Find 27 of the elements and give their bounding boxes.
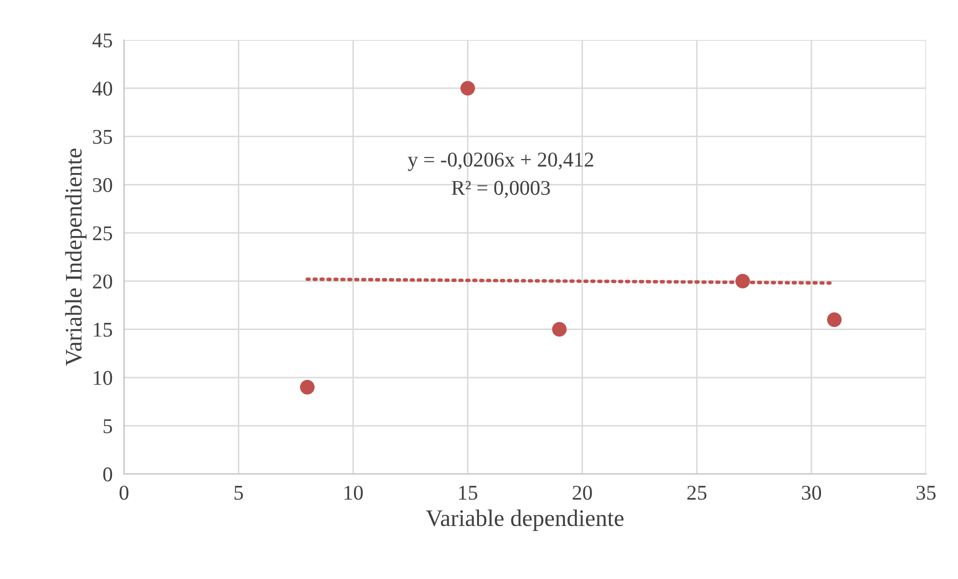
y-tick-label: 35 [93, 130, 112, 144]
x-tick-label: 20 [572, 486, 592, 500]
y-tick-label: 45 [92, 34, 112, 48]
point [300, 380, 315, 394]
x-tick-label: 0 [120, 486, 128, 500]
x-tick-label: 35 [916, 486, 936, 500]
y-tick-label: 30 [93, 178, 112, 192]
x-tick-label: 25 [687, 486, 706, 500]
x-tick-label: 5 [234, 486, 243, 500]
y-tick-label: 15 [94, 322, 112, 337]
y-tick-label: 25 [92, 226, 112, 240]
x-axis-title: Variable dependiente [426, 510, 624, 531]
x-tick-label: 15 [459, 486, 478, 500]
y-tick-label: 5 [104, 419, 112, 434]
point [827, 312, 842, 327]
y-tick-label: 20 [92, 274, 112, 289]
y-tick-label: 0 [103, 467, 112, 482]
x-tick-label: 30 [802, 486, 822, 500]
point [552, 322, 567, 337]
x-tick-label: 10 [344, 486, 363, 500]
y-tick-label: 10 [94, 370, 112, 385]
annotation: R² = 0,0003 [452, 180, 550, 198]
y-tick-label: 40 [92, 82, 112, 96]
y-axis-title: Variable Independiente [65, 148, 86, 366]
point [735, 274, 750, 288]
annotation: y = -0,0206x + 20,412 [408, 152, 594, 171]
point [460, 80, 475, 96]
